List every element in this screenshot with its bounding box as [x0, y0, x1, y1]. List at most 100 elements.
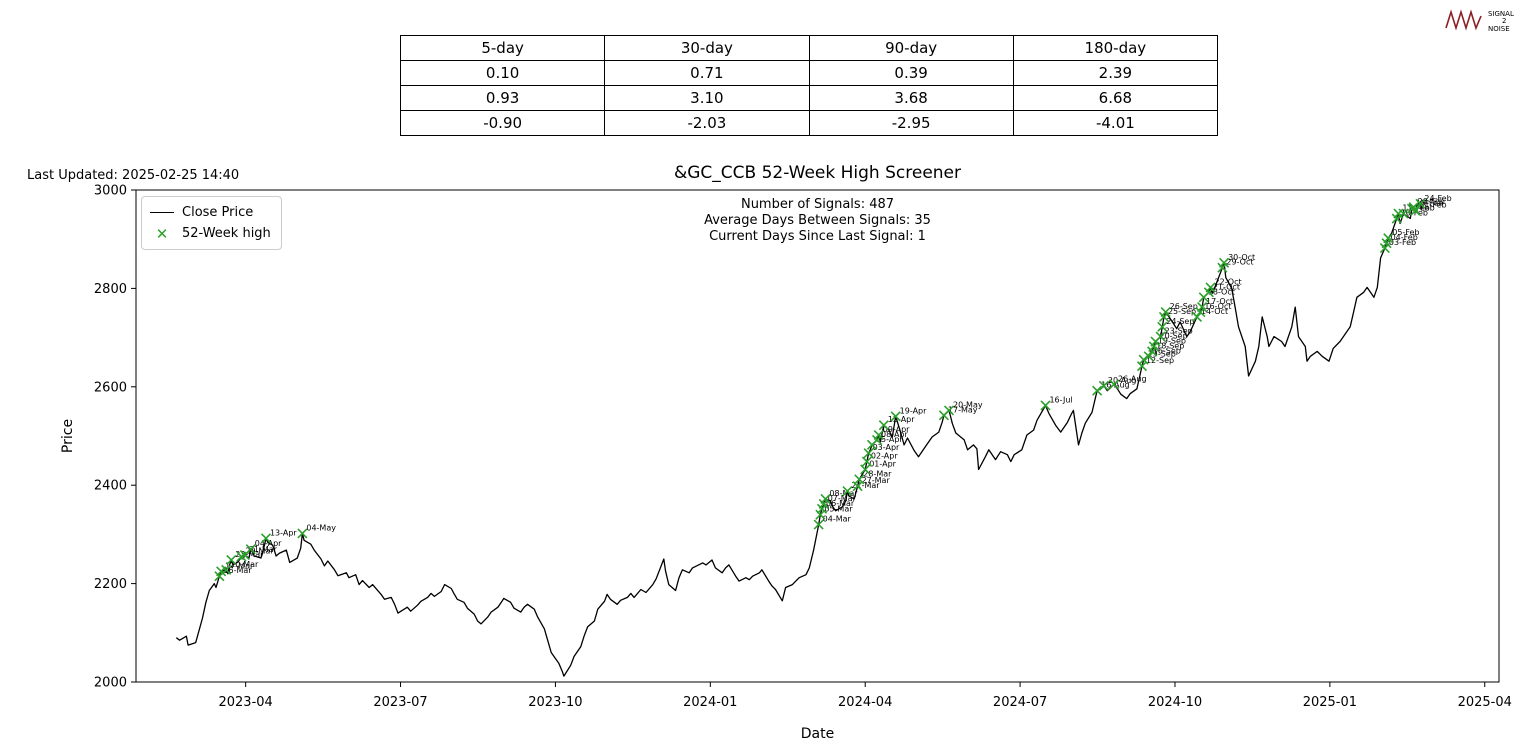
- svg-text:20-Mar: 20-Mar: [230, 560, 259, 569]
- svg-text:Date: Date: [801, 726, 834, 742]
- table-cell: 2.39: [1012, 60, 1219, 86]
- svg-text:21-Mar: 21-Mar: [851, 481, 880, 490]
- svg-text:22-Oct: 22-Oct: [1215, 277, 1242, 286]
- svg-text:20-Aug: 20-Aug: [1108, 376, 1137, 385]
- table-cell: -0.90: [399, 110, 606, 136]
- table-cell: -4.01: [1012, 110, 1219, 136]
- svg-text:16-Mar: 16-Mar: [223, 566, 252, 575]
- stat-days-since-last: Current Days Since Last Signal: 1: [709, 229, 926, 244]
- table-header-row: 5-day 30-day 90-day 180-day: [399, 35, 1219, 61]
- signal-stats: Number of Signals: 487 Average Days Betw…: [136, 197, 1499, 245]
- svg-text:23-Sep: 23-Sep: [1165, 327, 1193, 336]
- table-cell: 0.93: [399, 85, 606, 111]
- svg-text:08-Apr: 08-Apr: [881, 430, 908, 439]
- svg-text:13-Apr: 13-Apr: [270, 528, 297, 537]
- svg-text:26-Sep: 26-Sep: [1170, 302, 1198, 311]
- svg-text:16-Oct: 16-Oct: [1204, 302, 1231, 311]
- col-header-90day: 90-day: [808, 35, 1014, 61]
- svg-text:29-Oct: 29-Oct: [1226, 258, 1253, 267]
- logo-text-amp: 2: [1502, 17, 1506, 25]
- col-header-5day: 5-day: [399, 35, 606, 61]
- chart-axes: 2000 2200 2400 2600 2800 3000 2023-04 2023-07 20…: [60, 184, 1512, 743]
- svg-text:17-Oct: 17-Oct: [1206, 297, 1233, 306]
- svg-text:2024-04: 2024-04: [838, 695, 892, 710]
- logo-text-line1: SIGNAL: [1488, 10, 1514, 18]
- svg-text:29-Mar: 29-Mar: [245, 547, 274, 556]
- table-cell: 6.68: [1012, 85, 1219, 111]
- svg-text:19-Sep: 19-Sep: [1158, 336, 1186, 345]
- table-cell: -2.95: [808, 110, 1014, 136]
- svg-text:04-Feb: 04-Feb: [1391, 233, 1418, 242]
- table-row: 0.93 3.10 3.68 6.68: [399, 85, 1219, 111]
- svg-text:25-Sep: 25-Sep: [1168, 307, 1196, 316]
- svg-text:18-Sep: 18-Sep: [1156, 341, 1184, 350]
- svg-text:03-Feb: 03-Feb: [1389, 238, 1416, 247]
- table-cell: 3.68: [808, 85, 1014, 111]
- svg-text:21-Feb: 21-Feb: [1419, 201, 1446, 210]
- svg-text:08-Mar: 08-Mar: [829, 489, 858, 498]
- svg-text:2024-10: 2024-10: [1148, 695, 1202, 710]
- svg-text:13-Sep: 13-Sep: [1148, 350, 1176, 359]
- svg-text:30-Oct: 30-Oct: [1228, 253, 1255, 262]
- chart-legend: Close Price ✕ 52-Week high: [141, 196, 282, 250]
- svg-text:28-Mar: 28-Mar: [863, 469, 892, 478]
- svg-text:2800: 2800: [94, 282, 127, 297]
- legend-label-close: Close Price: [182, 205, 254, 220]
- legend-label-signal: 52-Week high: [182, 226, 271, 241]
- legend-item-52-week-high: ✕ 52-Week high: [150, 223, 271, 244]
- svg-text:01-Apr: 01-Apr: [869, 459, 896, 468]
- svg-text:07-Mar: 07-Mar: [828, 494, 857, 503]
- svg-text:04-Apr: 04-Apr: [255, 539, 282, 548]
- svg-text:24-Feb: 24-Feb: [1424, 194, 1451, 203]
- svg-text:12-Apr: 12-Apr: [888, 415, 915, 424]
- col-header-180day: 180-day: [1012, 35, 1219, 61]
- svg-text:12-Sep: 12-Sep: [1146, 356, 1174, 365]
- line-swatch-icon: [150, 212, 174, 213]
- svg-text:2024-01: 2024-01: [683, 695, 737, 710]
- table-cell: 0.10: [399, 60, 606, 86]
- table-row: -0.90 -2.03 -2.95 -4.01: [399, 110, 1219, 136]
- x-marker-icon: ✕: [155, 224, 169, 243]
- svg-text:03-Apr: 03-Apr: [873, 443, 900, 452]
- last-updated-label: Last Updated: 2025-02-25 14:40: [27, 168, 240, 183]
- svg-text:18-Oct: 18-Oct: [1208, 287, 1235, 296]
- svg-text:23-Mar: 23-Mar: [235, 550, 264, 559]
- svg-text:14-Feb: 14-Feb: [1407, 204, 1434, 213]
- svg-text:04-Mar: 04-Mar: [823, 515, 852, 524]
- svg-text:3000: 3000: [94, 184, 127, 199]
- svg-text:16-Jul: 16-Jul: [1049, 395, 1072, 404]
- svg-text:05-Mar: 05-Mar: [824, 505, 853, 514]
- performance-table: 5-day 30-day 90-day 180-day 0.10 0.71 0.…: [399, 35, 1219, 136]
- svg-text:02-Apr: 02-Apr: [871, 452, 898, 461]
- svg-text:20-Sep: 20-Sep: [1160, 332, 1188, 341]
- svg-text:19-Feb: 19-Feb: [1416, 199, 1443, 208]
- svg-text:05-Apr: 05-Apr: [876, 435, 903, 444]
- svg-text:20-Feb: 20-Feb: [1418, 197, 1445, 206]
- svg-text:19-Apr: 19-Apr: [900, 406, 927, 415]
- svg-text:2023-07: 2023-07: [373, 695, 427, 710]
- svg-text:16-Sep: 16-Sep: [1153, 346, 1181, 355]
- chart-title: &GC_CCB 52-Week High Screener: [673, 163, 962, 183]
- svg-text:05-Feb: 05-Feb: [1392, 228, 1419, 237]
- svg-text:2025-01: 2025-01: [1303, 695, 1357, 710]
- stat-number-of-signals: Number of Signals: 487: [740, 197, 895, 212]
- signal-markers: 16-Mar17-Mar20-Mar23-Mar29-Mar31-Mar04-A…: [214, 194, 1452, 582]
- legend-item-close-price: Close Price: [150, 202, 271, 223]
- svg-text:27-Mar: 27-Mar: [862, 476, 891, 485]
- svg-text:17-May: 17-May: [948, 405, 978, 414]
- svg-text:2000: 2000: [94, 676, 127, 691]
- svg-text:2023-04: 2023-04: [218, 695, 272, 710]
- svg-text:10-Feb: 10-Feb: [1401, 209, 1428, 218]
- table-cell: 3.10: [604, 85, 810, 111]
- svg-text:20-May: 20-May: [953, 400, 983, 409]
- table-row: 0.10 0.71 0.39 2.39: [399, 60, 1219, 86]
- svg-text:17-Mar: 17-Mar: [225, 561, 254, 570]
- svg-text:31-Mar: 31-Mar: [249, 545, 278, 554]
- table-cell: 0.39: [808, 60, 1014, 86]
- svg-text:21-Oct: 21-Oct: [1213, 282, 1240, 291]
- svg-text:26-Aug: 26-Aug: [1118, 374, 1147, 383]
- brand-logo: SIGNAL 2 NOISE: [1444, 4, 1530, 36]
- svg-text:2200: 2200: [94, 577, 127, 592]
